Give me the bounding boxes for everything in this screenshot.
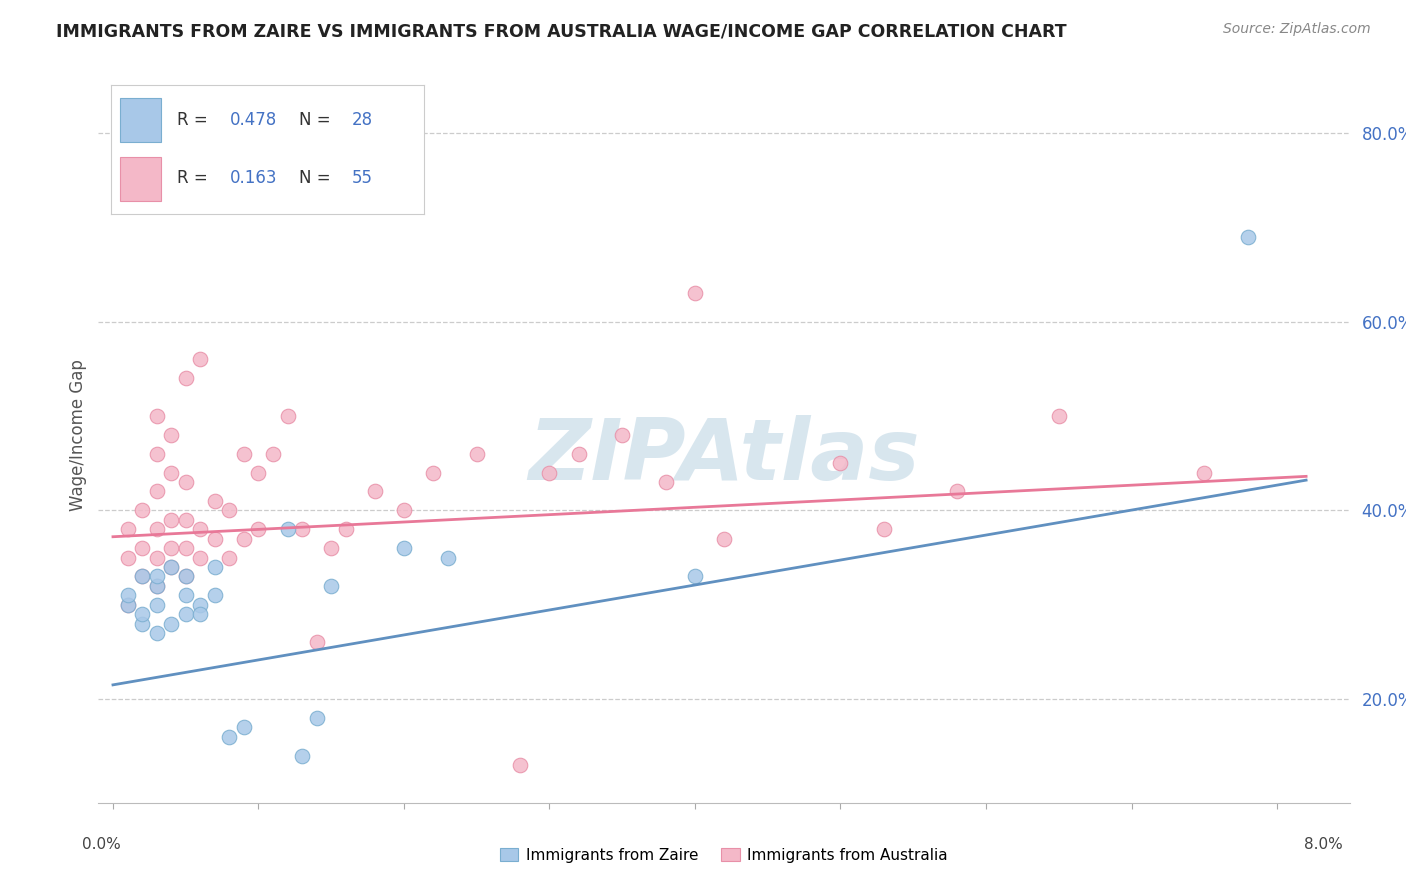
Point bbox=[422, 466, 444, 480]
Text: ZIPAtlas: ZIPAtlas bbox=[529, 416, 920, 499]
Point bbox=[204, 494, 226, 508]
Point bbox=[117, 598, 139, 612]
Point bbox=[218, 550, 240, 565]
Point bbox=[321, 541, 343, 555]
Point bbox=[291, 522, 314, 536]
Point bbox=[655, 475, 678, 489]
Point bbox=[392, 541, 415, 555]
Point bbox=[218, 503, 240, 517]
Point bbox=[145, 626, 167, 640]
Point bbox=[174, 371, 197, 385]
Point bbox=[436, 550, 458, 565]
Point bbox=[509, 758, 531, 772]
Point bbox=[174, 607, 197, 621]
Point bbox=[262, 447, 284, 461]
Point bbox=[145, 598, 167, 612]
Point bbox=[305, 635, 328, 649]
Point bbox=[364, 484, 387, 499]
Point bbox=[174, 588, 197, 602]
Point bbox=[160, 616, 183, 631]
Text: Source: ZipAtlas.com: Source: ZipAtlas.com bbox=[1223, 22, 1371, 37]
Point bbox=[188, 522, 211, 536]
Point bbox=[713, 532, 735, 546]
Point bbox=[160, 541, 183, 555]
Point bbox=[568, 447, 591, 461]
Point bbox=[131, 569, 153, 583]
Point bbox=[160, 560, 183, 574]
Point bbox=[277, 522, 299, 536]
Point bbox=[160, 560, 183, 574]
Point bbox=[204, 532, 226, 546]
Point bbox=[204, 588, 226, 602]
Point bbox=[335, 522, 357, 536]
Point bbox=[145, 579, 167, 593]
Point bbox=[218, 730, 240, 744]
Y-axis label: Wage/Income Gap: Wage/Income Gap bbox=[69, 359, 87, 511]
Text: 0.0%: 0.0% bbox=[82, 838, 121, 852]
Point bbox=[145, 569, 167, 583]
Point bbox=[131, 541, 153, 555]
Point bbox=[145, 550, 167, 565]
Point bbox=[174, 541, 197, 555]
Point bbox=[291, 748, 314, 763]
Point bbox=[188, 598, 211, 612]
Point bbox=[145, 579, 167, 593]
Point bbox=[160, 466, 183, 480]
Point bbox=[247, 466, 270, 480]
Legend: Immigrants from Zaire, Immigrants from Australia: Immigrants from Zaire, Immigrants from A… bbox=[494, 841, 955, 869]
Point bbox=[232, 447, 254, 461]
Point bbox=[1194, 466, 1216, 480]
Point bbox=[145, 409, 167, 423]
Point bbox=[160, 428, 183, 442]
Point bbox=[321, 579, 343, 593]
Point bbox=[188, 550, 211, 565]
Point bbox=[232, 532, 254, 546]
Point bbox=[465, 447, 488, 461]
Point bbox=[204, 560, 226, 574]
Point bbox=[683, 569, 706, 583]
Point bbox=[145, 522, 167, 536]
Point bbox=[247, 522, 270, 536]
Point bbox=[131, 607, 153, 621]
Point bbox=[174, 513, 197, 527]
Point bbox=[232, 720, 254, 734]
Point bbox=[131, 616, 153, 631]
Point bbox=[612, 428, 634, 442]
Point bbox=[117, 598, 139, 612]
Point bbox=[174, 475, 197, 489]
Point bbox=[1047, 409, 1070, 423]
Point bbox=[188, 352, 211, 367]
Point bbox=[160, 513, 183, 527]
Point bbox=[145, 484, 167, 499]
Point bbox=[277, 409, 299, 423]
Point bbox=[117, 522, 139, 536]
Point bbox=[174, 569, 197, 583]
Point bbox=[188, 607, 211, 621]
Point bbox=[117, 550, 139, 565]
Point bbox=[830, 456, 852, 470]
Point bbox=[305, 711, 328, 725]
Point bbox=[117, 588, 139, 602]
Point bbox=[131, 569, 153, 583]
Point bbox=[174, 569, 197, 583]
Text: IMMIGRANTS FROM ZAIRE VS IMMIGRANTS FROM AUSTRALIA WAGE/INCOME GAP CORRELATION C: IMMIGRANTS FROM ZAIRE VS IMMIGRANTS FROM… bbox=[56, 22, 1067, 40]
Point bbox=[683, 286, 706, 301]
Point bbox=[131, 503, 153, 517]
Point bbox=[392, 503, 415, 517]
Point bbox=[946, 484, 969, 499]
Point bbox=[145, 447, 167, 461]
Point bbox=[538, 466, 561, 480]
Text: 8.0%: 8.0% bbox=[1303, 838, 1343, 852]
Point bbox=[1237, 229, 1260, 244]
Point bbox=[873, 522, 896, 536]
